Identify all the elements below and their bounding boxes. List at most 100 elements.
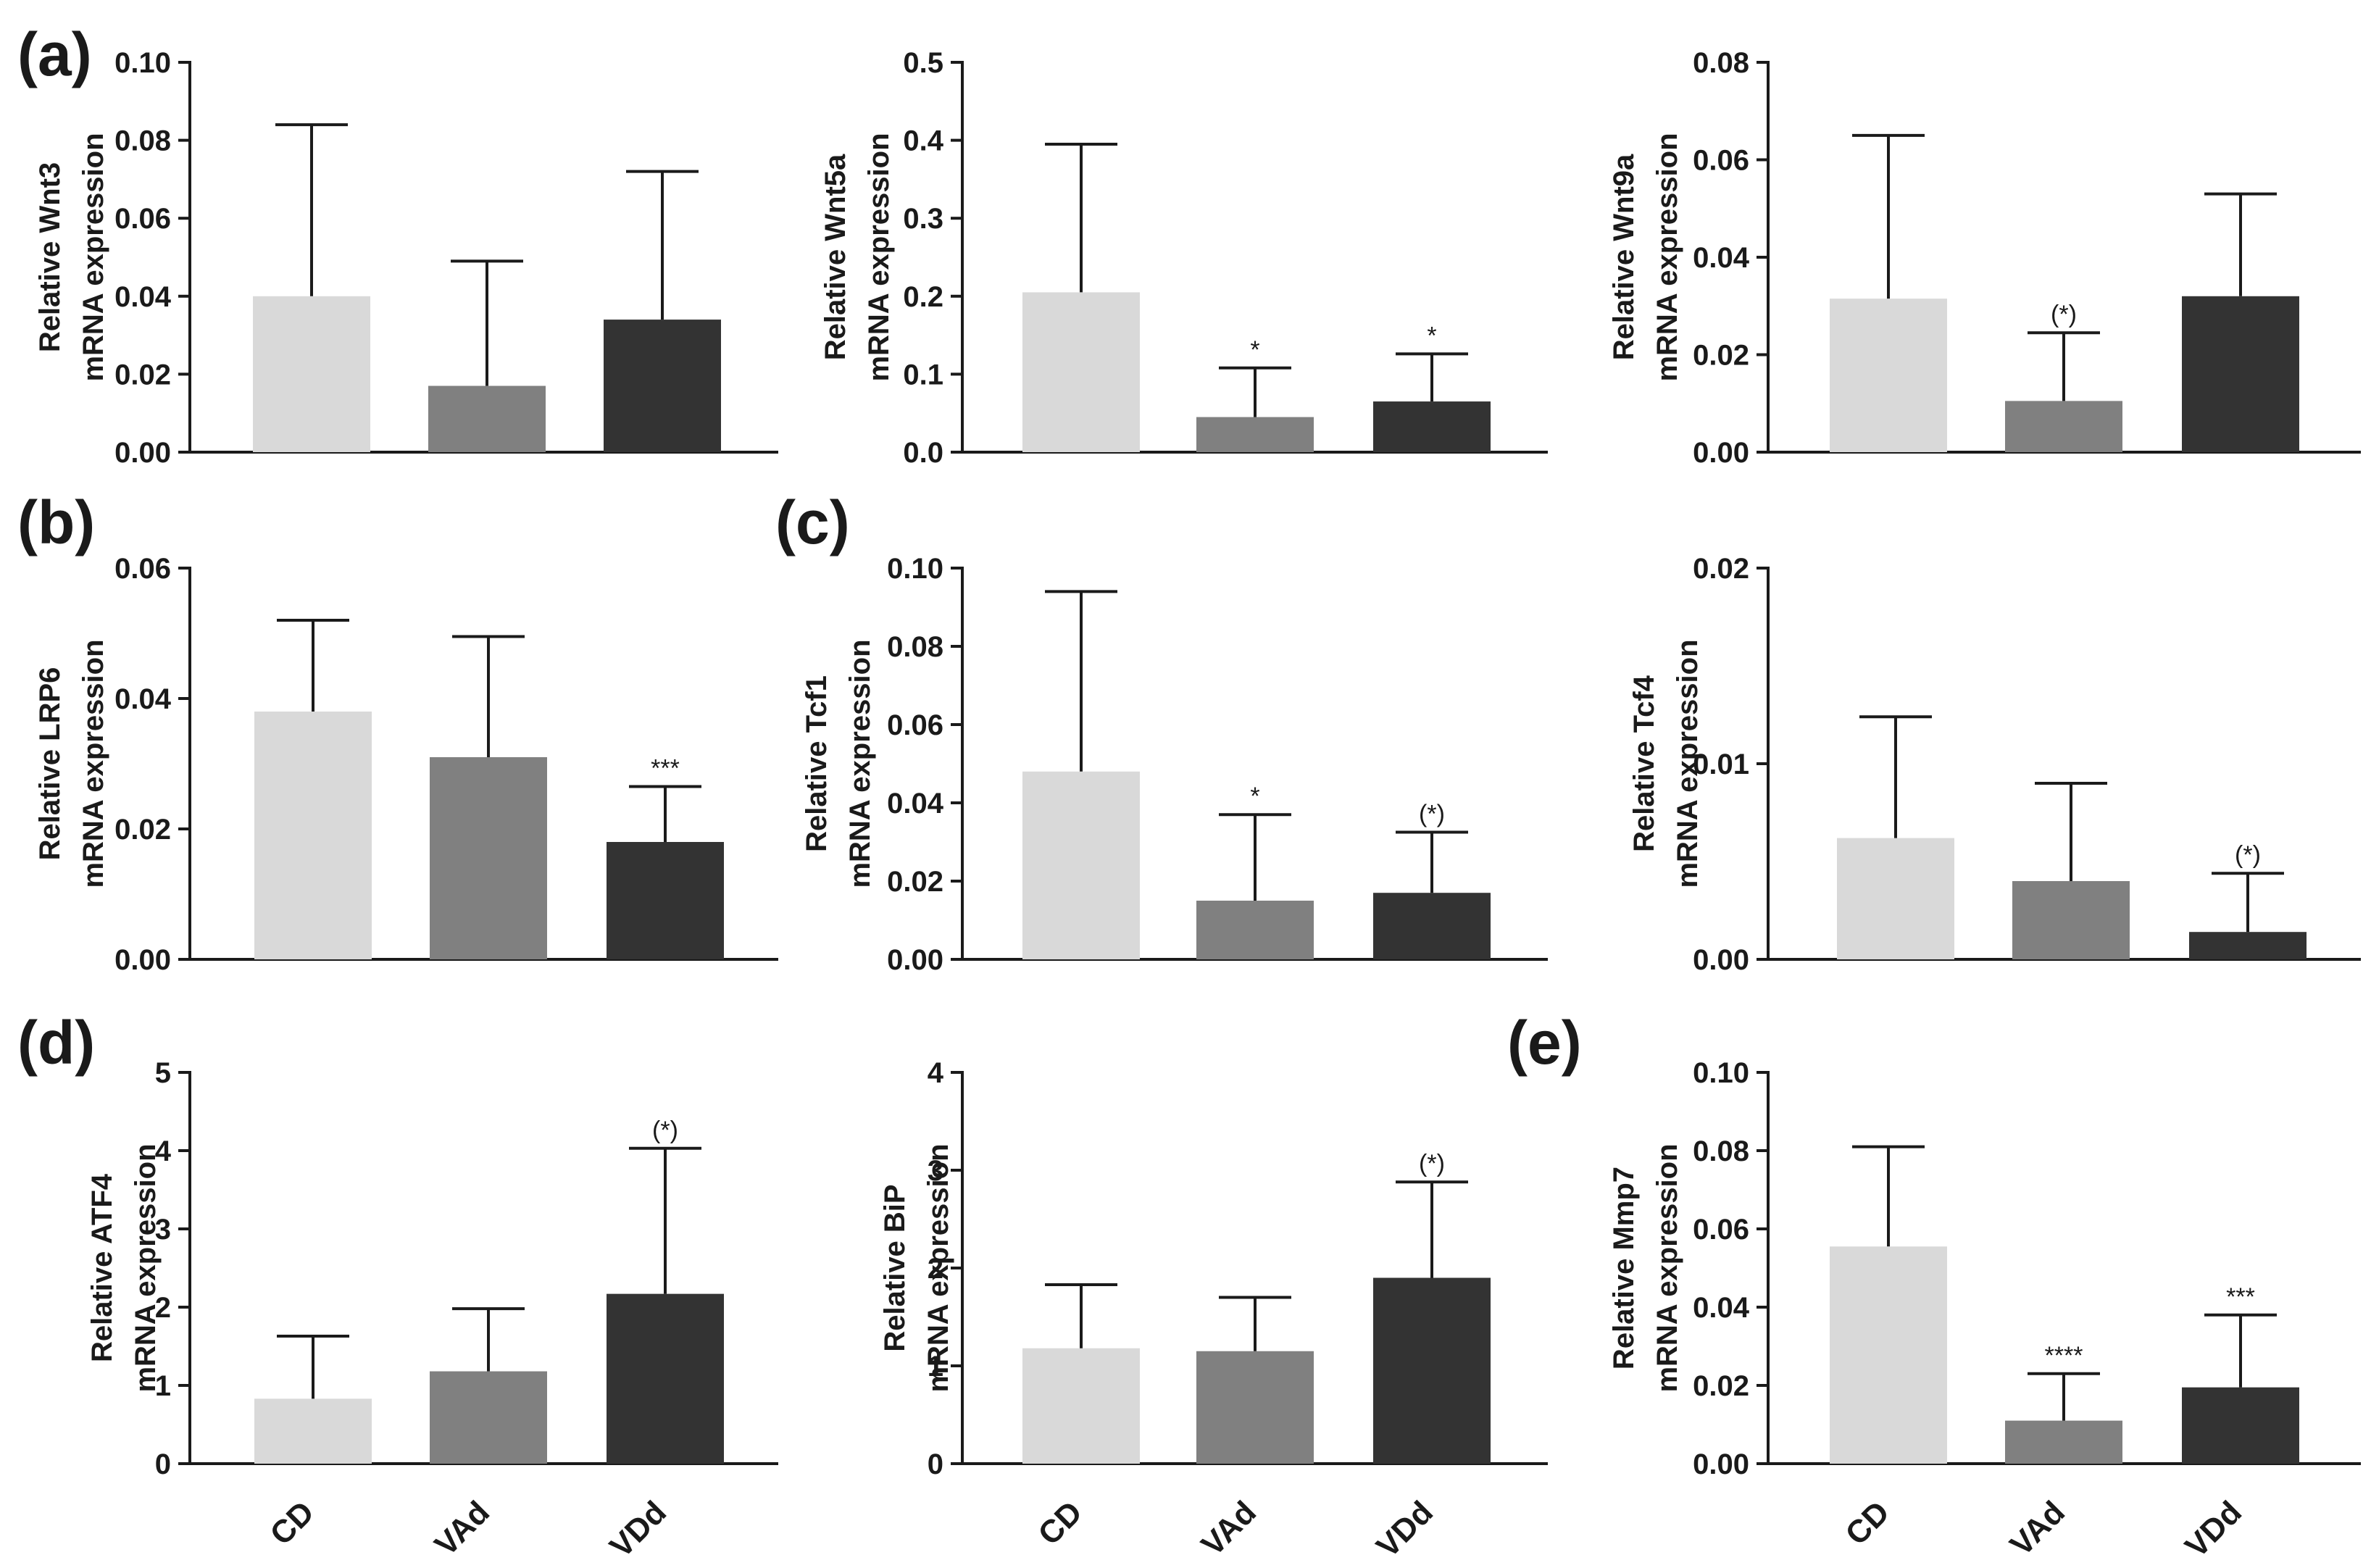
- y-tick-label: 0.02: [114, 814, 171, 846]
- y-tick-label: 0.4: [903, 125, 943, 157]
- y-tick-label: 0.06: [114, 553, 171, 585]
- x-tick-label: VAd: [2004, 1494, 2072, 1563]
- y-axis-label: mRNA expression: [922, 1143, 954, 1392]
- y-axis-label: Relative ATF4: [86, 1173, 118, 1362]
- y-axis-label: Relative BiP: [879, 1184, 911, 1351]
- x-tick-label: VDd: [603, 1494, 673, 1564]
- y-tick-label: 0.00: [114, 437, 171, 469]
- y-tick-label: 0.2: [903, 281, 943, 313]
- y-tick-label: 0.02: [1693, 553, 1749, 585]
- y-axis-label: Relative LRP6: [34, 667, 66, 861]
- y-tick-label: 0.08: [114, 125, 171, 157]
- bar-vdd: [1373, 1277, 1491, 1464]
- y-tick-label: 0.00: [1693, 437, 1749, 469]
- y-tick-label: 0.04: [114, 281, 172, 313]
- x-tick-label: CD: [1838, 1494, 1896, 1552]
- significance-label: (*): [2051, 301, 2077, 328]
- chart-panel-2: 0.0 0.1 0.2 0.3 0.4 0.5 Relative Wnt5a mRNA exp…: [820, 47, 1548, 469]
- y-tick-label: 0.04: [1693, 242, 1750, 274]
- bar-vad: [428, 385, 546, 452]
- y-tick-label: 0.02: [114, 359, 171, 391]
- y-tick-label: 0.01: [1693, 748, 1749, 780]
- chart-panel-3: 0.00 0.02 0.04 0.06 0.08 Relative Wnt9a mRNA e…: [1608, 47, 2361, 469]
- x-tick-label: VAd: [1195, 1494, 1264, 1563]
- y-tick-label: 3: [928, 1155, 943, 1187]
- y-tick-label: 4: [155, 1135, 172, 1167]
- bar-vdd: [604, 320, 721, 452]
- y-tick-label: 0.1: [903, 359, 943, 391]
- significance-label: ****: [2045, 1342, 2083, 1369]
- bar-vdd: [2182, 1387, 2299, 1464]
- y-tick-label: 0.04: [887, 788, 944, 820]
- y-tick-label: 0.08: [1693, 47, 1749, 79]
- bar-vdd: [607, 1293, 724, 1464]
- bar-vad: [2005, 1420, 2122, 1464]
- panel-label: (c): [775, 488, 850, 556]
- y-axis-label: mRNA expression: [130, 1143, 162, 1392]
- panel-label: (d): [17, 1009, 95, 1077]
- y-axis-label: Relative Wnt9a: [1608, 154, 1640, 360]
- y-tick-label: 0.04: [114, 683, 172, 715]
- chart-panel-8: 0 1 2 3 4 Relative BiP mRNA expression CD VAd (*)…: [879, 1057, 1548, 1564]
- significance-label: ***: [651, 755, 680, 783]
- significance-label: *: [1427, 322, 1436, 349]
- significance-label: ***: [2226, 1283, 2255, 1311]
- y-tick-label: 0.08: [1693, 1135, 1749, 1167]
- chart-panel-5: 0.00 0.02 0.04 0.06 0.08 0.10 Relative Tcf1 mRN…: [775, 488, 1548, 976]
- y-tick-label: 0.10: [114, 47, 171, 79]
- bar-cd: [1830, 299, 1947, 452]
- y-tick-label: 0.00: [887, 944, 943, 976]
- bar-cd: [1022, 292, 1140, 452]
- bar-cd: [1837, 838, 1954, 959]
- y-axis-label: Relative Tcf4: [1628, 675, 1660, 852]
- bar-vad: [430, 757, 547, 959]
- y-axis-label: mRNA expression: [1672, 639, 1704, 888]
- significance-label: (*): [652, 1117, 678, 1144]
- bar-vad: [430, 1371, 547, 1464]
- y-tick-label: 0.08: [887, 631, 943, 663]
- y-axis-label: Relative Mmp7: [1608, 1167, 1640, 1369]
- y-tick-label: 0.02: [1693, 340, 1749, 372]
- panel-label: (a): [17, 20, 92, 88]
- chart-panel-6: 0.00 0.01 0.02 Relative Tcf4 mRNA expression…: [1628, 553, 2361, 976]
- y-tick-label: 1: [928, 1351, 943, 1383]
- y-tick-label: 0.00: [1693, 1448, 1749, 1480]
- chart-panel-9: 0.00 0.02 0.04 0.06 0.08 0.10 Relative Mmp7 mRN…: [1507, 1009, 2361, 1564]
- bar-cd: [254, 712, 372, 959]
- bar-cd: [254, 1398, 372, 1464]
- x-tick-label: CD: [263, 1494, 321, 1552]
- y-tick-label: 5: [155, 1057, 171, 1089]
- significance-label: (*): [1419, 801, 1445, 828]
- chart-panel-4: 0.00 0.02 0.04 0.06 Relative LRP6 mRNA expres…: [17, 488, 778, 976]
- significance-label: (*): [2235, 841, 2261, 869]
- bar-vdd: [607, 842, 724, 959]
- significance-label: *: [1250, 336, 1259, 364]
- y-tick-label: 0.06: [114, 203, 171, 235]
- y-tick-label: 0.10: [887, 553, 943, 585]
- bar-cd: [1022, 771, 1140, 959]
- y-axis-label: mRNA expression: [844, 639, 876, 888]
- y-tick-label: 0.02: [1693, 1370, 1749, 1402]
- chart-panel-1: 0.00 0.02 0.04 0.06 0.08 0.10 Relative Wnt3 mRN…: [17, 20, 778, 469]
- y-axis-label: mRNA expression: [78, 639, 109, 888]
- x-tick-label: VDd: [1370, 1494, 1440, 1564]
- y-tick-label: 0: [155, 1448, 171, 1480]
- y-tick-label: 0.00: [114, 944, 171, 976]
- bar-vad: [2005, 401, 2122, 452]
- y-axis-label: mRNA expression: [863, 133, 895, 381]
- bar-vdd: [1373, 401, 1491, 452]
- bar-cd: [253, 296, 370, 452]
- x-tick-label: VAd: [428, 1494, 497, 1563]
- y-tick-label: 1: [155, 1370, 171, 1402]
- y-axis-label: mRNA expression: [1651, 133, 1683, 381]
- y-axis-label: mRNA expression: [1651, 1143, 1683, 1392]
- bar-cd: [1830, 1246, 1947, 1464]
- chart-panel-7: 0 1 2 3 4 5 Relative ATF4 mRNA expression CD VAd (…: [17, 1009, 778, 1564]
- y-axis-label: mRNA expression: [78, 133, 109, 381]
- bar-cd: [1022, 1348, 1140, 1464]
- y-tick-label: 0: [928, 1448, 943, 1480]
- y-tick-label: 0.06: [1693, 1214, 1749, 1246]
- bar-vad: [1196, 1351, 1314, 1464]
- y-tick-label: 0.3: [903, 203, 943, 235]
